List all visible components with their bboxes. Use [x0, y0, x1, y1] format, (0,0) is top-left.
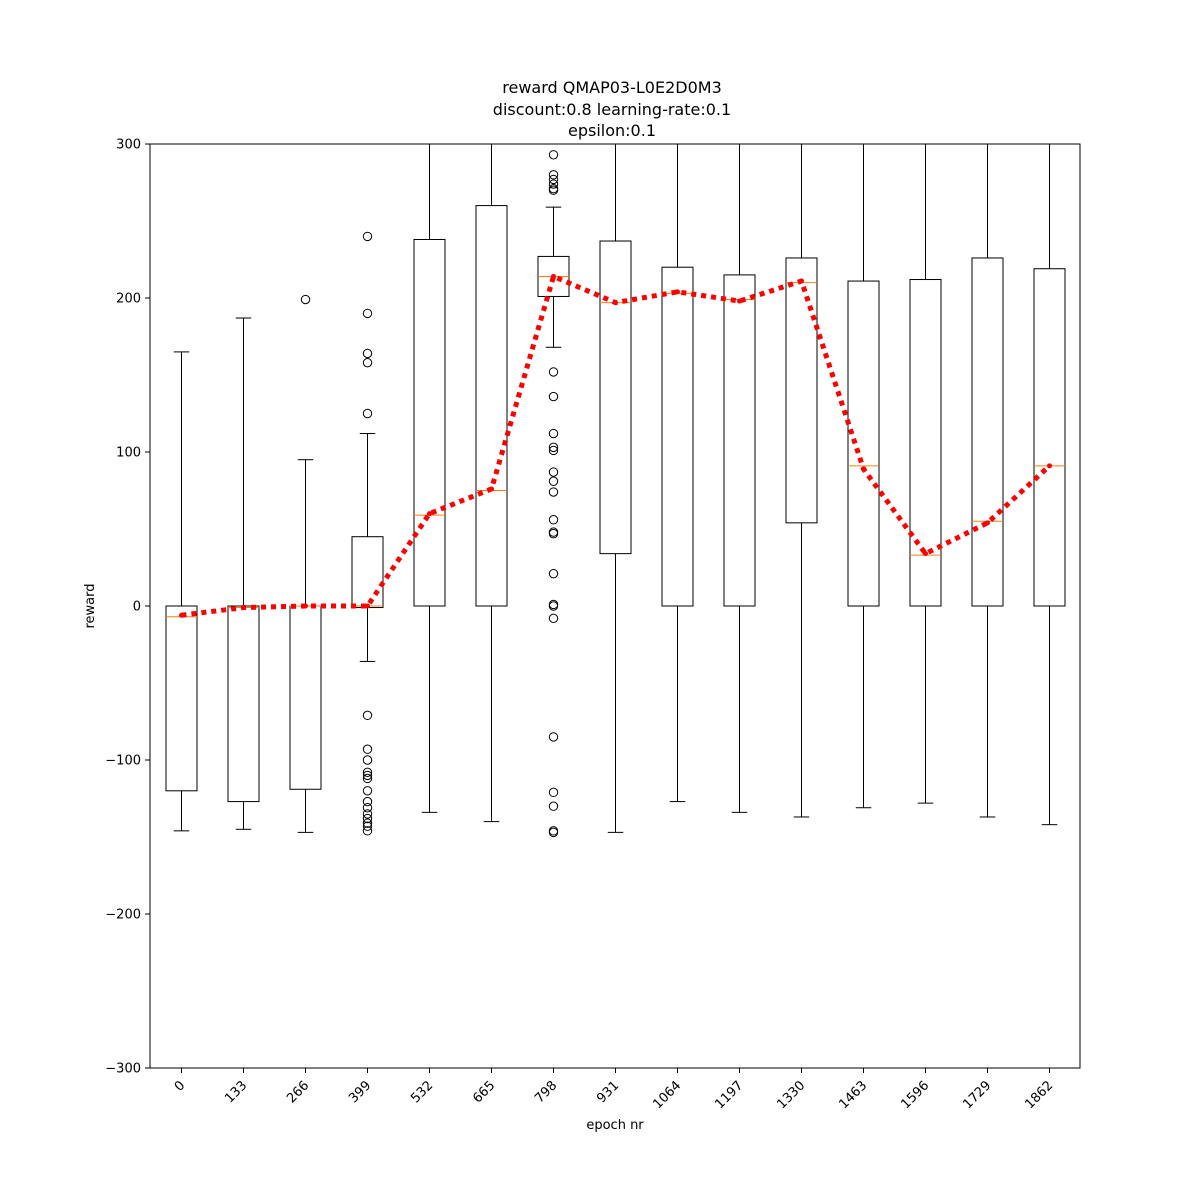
- box-1596: [909, 144, 942, 804]
- iqr-box: [723, 274, 756, 607]
- title-line-2: discount:0.8 learning-rate:0.1: [493, 100, 731, 119]
- outlier-point: [362, 796, 373, 807]
- outlier-point: [362, 786, 373, 796]
- box-1197: [723, 144, 756, 813]
- outlier-point: [362, 818, 373, 828]
- iqr-box: [785, 257, 818, 524]
- box-1729: [971, 144, 1004, 818]
- outlier-point: [362, 308, 373, 319]
- outlier-point: [548, 174, 559, 185]
- plot-area: [165, 144, 1066, 838]
- x-axis-label: epoch nr: [586, 1118, 644, 1133]
- outlier-point: [362, 803, 373, 813]
- y-tick-label: 100: [116, 446, 141, 461]
- iqr-box: [971, 257, 1004, 607]
- outlier-point: [362, 408, 373, 419]
- box-532: [413, 144, 446, 813]
- y-tick-label: 200: [116, 292, 141, 307]
- box-665: [475, 144, 508, 823]
- outlier-point: [548, 467, 559, 477]
- outlier-point: [548, 515, 559, 525]
- outlier-point: [548, 185, 559, 195]
- outlier-point: [548, 179, 559, 189]
- box-798: [537, 150, 570, 838]
- y-tick-label: 0: [133, 600, 141, 615]
- outlier-point: [362, 755, 373, 765]
- outlier-point: [362, 231, 373, 242]
- outlier-point: [548, 528, 559, 539]
- outlier-point: [362, 744, 373, 754]
- outlier-point: [548, 150, 559, 160]
- axes-frame: [149, 143, 1081, 1069]
- outlier-point: [362, 767, 373, 778]
- iqr-box: [661, 266, 694, 607]
- y-tick-label: −100: [105, 754, 141, 769]
- outlier-point: [548, 732, 559, 742]
- box-1862: [1033, 144, 1066, 826]
- outlier-point: [548, 487, 559, 497]
- outlier-point: [548, 827, 559, 838]
- iqr-box: [413, 238, 446, 607]
- mean-trend-point: [489, 486, 494, 492]
- y-axis-label: reward: [83, 583, 98, 628]
- outlier-point: [548, 787, 559, 798]
- iqr-box: [909, 279, 942, 607]
- outlier-point: [300, 294, 311, 305]
- outlier-point: [548, 445, 559, 456]
- outlier-point: [362, 348, 373, 359]
- outlier-point: [548, 391, 559, 402]
- mean-trend-point: [179, 612, 184, 618]
- mean-trend-point: [861, 466, 866, 472]
- outlier-point: [548, 613, 559, 624]
- plot-content: [165, 144, 1066, 838]
- box-0: [165, 351, 198, 832]
- outlier-point: [548, 476, 559, 486]
- mean-trend-point: [303, 603, 308, 609]
- mean-trend-point: [1047, 463, 1052, 469]
- outlier-point: [548, 568, 559, 579]
- y-tick-label: −200: [105, 908, 141, 923]
- y-tick-label: 300: [116, 138, 141, 153]
- mean-trend-point: [613, 300, 618, 306]
- outlier-point: [362, 773, 373, 784]
- mean-trend-point: [551, 273, 556, 279]
- box-1064: [661, 144, 694, 803]
- outlier-point: [548, 428, 559, 439]
- iqr-box: [475, 205, 508, 607]
- iqr-box: [1033, 268, 1066, 607]
- iqr-box: [599, 240, 632, 555]
- outlier-point: [362, 821, 373, 831]
- chart-title: reward QMAP03-L0E2D0M3 discount:0.8 lear…: [493, 78, 731, 140]
- y-tick-label: −300: [105, 1062, 141, 1077]
- mean-trend-point: [799, 278, 804, 284]
- outlier-point: [548, 367, 559, 377]
- mean-trend-point: [985, 520, 990, 526]
- mean-trend-point: [737, 298, 742, 304]
- outlier-point: [362, 813, 373, 824]
- outlier-point: [548, 170, 559, 180]
- outlier-point: [362, 357, 373, 368]
- mean-trend-point: [365, 603, 370, 609]
- iqr-box: [847, 280, 880, 607]
- outlier-point: [362, 770, 373, 781]
- mean-trend-point: [427, 511, 432, 517]
- outlier-point: [362, 826, 373, 836]
- outlier-point: [362, 809, 373, 819]
- y-axis: −300 −200 −100 0 100 200 300: [105, 138, 150, 1077]
- title-line-1: reward QMAP03-L0E2D0M3: [502, 78, 722, 97]
- iqr-box: [165, 605, 198, 792]
- mean-trend-point: [675, 289, 680, 295]
- title-line-3: epsilon:0.1: [568, 121, 656, 140]
- mean-trend-point: [923, 551, 928, 557]
- mean-trend-point: [241, 605, 246, 611]
- box-1463: [847, 144, 880, 809]
- outlier-point: [362, 710, 373, 721]
- outlier-point: [548, 442, 559, 453]
- outlier-point: [548, 601, 559, 611]
- outlier-point: [548, 801, 559, 811]
